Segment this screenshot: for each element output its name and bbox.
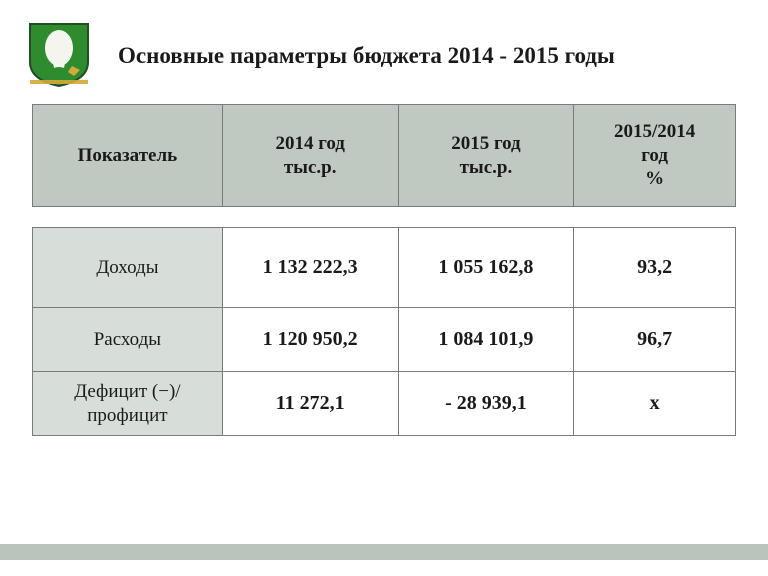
cell-value: 93,2 <box>574 228 736 308</box>
cell-value: 1 120 950,2 <box>222 308 398 372</box>
cell-value: 11 272,1 <box>222 372 398 436</box>
col-header-indicator: Показатель <box>33 105 223 207</box>
col-header-2014: 2014 годтыс.р. <box>222 105 398 207</box>
table-row: Доходы 1 132 222,3 1 055 162,8 93,2 <box>33 228 736 308</box>
table-row: Дефицит (−)/профицит 11 272,1 - 28 939,1… <box>33 372 736 436</box>
footer-decorative-bar <box>0 544 768 560</box>
cell-value: 96,7 <box>574 308 736 372</box>
col-header-2015: 2015 годтыс.р. <box>398 105 574 207</box>
municipal-emblem <box>24 18 94 88</box>
row-label-income: Доходы <box>33 228 223 308</box>
row-label-expenses: Расходы <box>33 308 223 372</box>
cell-value: 1 055 162,8 <box>398 228 574 308</box>
cell-value: х <box>574 372 736 436</box>
cell-value: 1 132 222,3 <box>222 228 398 308</box>
header-table: Показатель 2014 годтыс.р. 2015 годтыс.р.… <box>32 104 736 207</box>
page-title: Основные параметры бюджета 2014 - 2015 г… <box>118 37 744 69</box>
cell-value: - 28 939,1 <box>398 372 574 436</box>
data-table: Доходы 1 132 222,3 1 055 162,8 93,2 Расх… <box>32 227 736 436</box>
table-row: Расходы 1 120 950,2 1 084 101,9 96,7 <box>33 308 736 372</box>
cell-value: 1 084 101,9 <box>398 308 574 372</box>
row-label-deficit: Дефицит (−)/профицит <box>33 372 223 436</box>
col-header-ratio: 2015/2014год% <box>574 105 736 207</box>
